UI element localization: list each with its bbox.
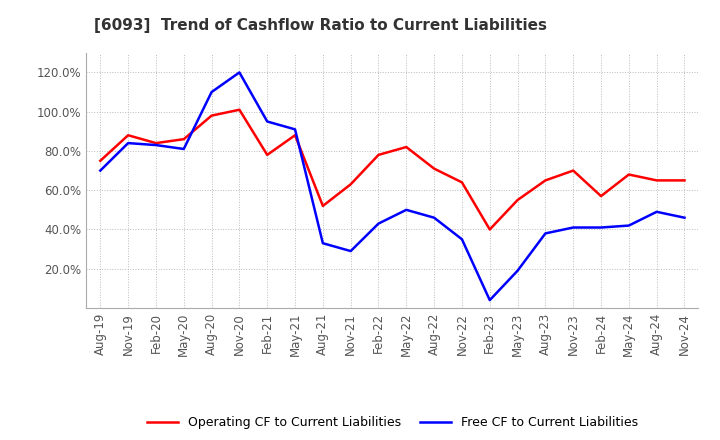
Operating CF to Current Liabilities: [485, 227, 494, 232]
Free CF to Current Liabilities: [318, 241, 327, 246]
Operating CF to Current Liabilities: [291, 132, 300, 138]
Free CF to Current Liabilities: [430, 215, 438, 220]
Operating CF to Current Liabilities: [207, 113, 216, 118]
Free CF to Current Liabilities: [374, 221, 383, 226]
Operating CF to Current Liabilities: [652, 178, 661, 183]
Free CF to Current Liabilities: [513, 268, 522, 273]
Operating CF to Current Liabilities: [318, 203, 327, 209]
Free CF to Current Liabilities: [652, 209, 661, 214]
Line: Operating CF to Current Liabilities: Operating CF to Current Liabilities: [100, 110, 685, 230]
Operating CF to Current Liabilities: [430, 166, 438, 171]
Free CF to Current Liabilities: [346, 249, 355, 254]
Free CF to Current Liabilities: [541, 231, 550, 236]
Free CF to Current Liabilities: [485, 297, 494, 303]
Free CF to Current Liabilities: [207, 89, 216, 95]
Operating CF to Current Liabilities: [541, 178, 550, 183]
Operating CF to Current Liabilities: [263, 152, 271, 158]
Free CF to Current Liabilities: [263, 119, 271, 124]
Free CF to Current Liabilities: [152, 143, 161, 148]
Operating CF to Current Liabilities: [374, 152, 383, 158]
Free CF to Current Liabilities: [96, 168, 104, 173]
Free CF to Current Liabilities: [597, 225, 606, 230]
Operating CF to Current Liabilities: [402, 144, 410, 150]
Free CF to Current Liabilities: [624, 223, 633, 228]
Operating CF to Current Liabilities: [179, 136, 188, 142]
Operating CF to Current Liabilities: [680, 178, 689, 183]
Legend: Operating CF to Current Liabilities, Free CF to Current Liabilities: Operating CF to Current Liabilities, Fre…: [142, 411, 643, 434]
Operating CF to Current Liabilities: [124, 132, 132, 138]
Free CF to Current Liabilities: [179, 147, 188, 152]
Free CF to Current Liabilities: [402, 207, 410, 213]
Free CF to Current Liabilities: [458, 237, 467, 242]
Operating CF to Current Liabilities: [235, 107, 243, 112]
Operating CF to Current Liabilities: [513, 198, 522, 203]
Operating CF to Current Liabilities: [96, 158, 104, 163]
Operating CF to Current Liabilities: [624, 172, 633, 177]
Operating CF to Current Liabilities: [569, 168, 577, 173]
Operating CF to Current Liabilities: [152, 140, 161, 146]
Free CF to Current Liabilities: [291, 127, 300, 132]
Free CF to Current Liabilities: [124, 140, 132, 146]
Free CF to Current Liabilities: [569, 225, 577, 230]
Operating CF to Current Liabilities: [346, 182, 355, 187]
Operating CF to Current Liabilities: [458, 180, 467, 185]
Text: [6093]  Trend of Cashflow Ratio to Current Liabilities: [6093] Trend of Cashflow Ratio to Curren…: [94, 18, 546, 33]
Line: Free CF to Current Liabilities: Free CF to Current Liabilities: [100, 73, 685, 300]
Free CF to Current Liabilities: [235, 70, 243, 75]
Operating CF to Current Liabilities: [597, 194, 606, 199]
Free CF to Current Liabilities: [680, 215, 689, 220]
